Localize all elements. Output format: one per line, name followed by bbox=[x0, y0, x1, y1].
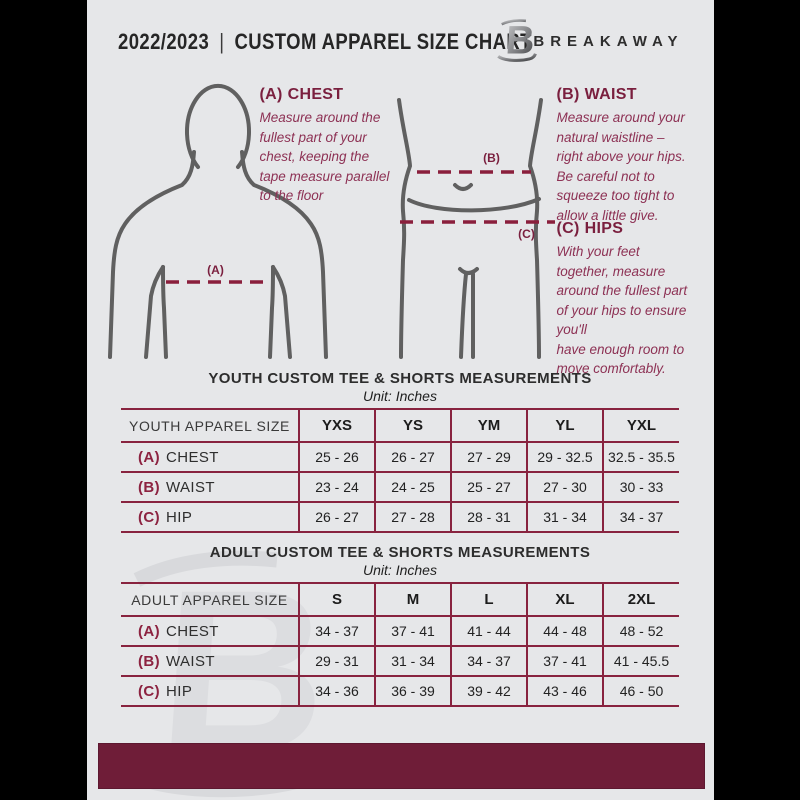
table-cell: 37 - 41 bbox=[526, 646, 603, 676]
table-cell: 43 - 46 bbox=[526, 676, 603, 706]
figure-label-waist: (B) bbox=[483, 151, 500, 165]
adult-size-table: ADULT APPAREL SIZE S M L XL 2XL (A) CHEST… bbox=[121, 582, 679, 707]
row-key: (C) bbox=[138, 508, 161, 526]
size-header: L bbox=[450, 583, 527, 616]
table-cell: 25 - 27 bbox=[450, 472, 527, 502]
title-text: CUSTOM APPAREL SIZE CHART bbox=[234, 29, 532, 54]
table-cell: 34 - 37 bbox=[602, 502, 679, 532]
row-label: WAIST bbox=[166, 652, 215, 670]
row-label: CHEST bbox=[166, 622, 219, 640]
youth-size-column-header: YOUTH APPAREL SIZE bbox=[129, 417, 290, 434]
table-cell: 41 - 45.5 bbox=[602, 646, 679, 676]
table-cell: 25 - 26 bbox=[298, 442, 375, 472]
size-header: YXS bbox=[298, 409, 375, 442]
svg-text:B: B bbox=[504, 19, 536, 63]
page-title: 2022/2023 | CUSTOM APPAREL SIZE CHART bbox=[118, 29, 532, 55]
youth-measurements-section: YOUTH CUSTOM TEE & SHORTS MEASUREMENTS U… bbox=[87, 370, 714, 533]
youth-unit-label: Unit: Inches bbox=[363, 388, 437, 404]
table-cell: 34 - 37 bbox=[298, 616, 375, 646]
table-cell: 44 - 48 bbox=[526, 616, 603, 646]
lower-body-figure bbox=[396, 98, 543, 359]
measurement-description-hips: With your feet together, measure around … bbox=[556, 244, 688, 376]
upper-body-figure bbox=[107, 83, 328, 359]
table-row-waist: (B) WAIST 23 - 24 24 - 25 25 - 27 27 - 30… bbox=[121, 472, 679, 502]
table-cell: 37 - 41 bbox=[374, 616, 451, 646]
table-cell: 26 - 27 bbox=[374, 442, 451, 472]
table-row-hip: (C) HIP 34 - 36 36 - 39 39 - 42 43 - 46 4… bbox=[121, 676, 679, 706]
adult-unit-label: Unit: Inches bbox=[363, 562, 437, 578]
table-cell: 31 - 34 bbox=[526, 502, 603, 532]
edition-text: 2022/2023 bbox=[117, 29, 209, 54]
size-header: YS bbox=[374, 409, 451, 442]
table-row-hip: (C) HIP 26 - 27 27 - 28 28 - 31 31 - 34 3… bbox=[121, 502, 679, 532]
table-cell: 27 - 28 bbox=[374, 502, 451, 532]
table-cell: 32.5 - 35.5 bbox=[602, 442, 679, 472]
table-cell: 24 - 25 bbox=[374, 472, 451, 502]
size-header: YM bbox=[450, 409, 527, 442]
table-cell: 29 - 32.5 bbox=[526, 442, 603, 472]
title-divider: | bbox=[218, 29, 224, 54]
table-cell: 31 - 34 bbox=[374, 646, 451, 676]
row-key: (C) bbox=[138, 682, 161, 700]
measurement-figures bbox=[107, 83, 555, 359]
row-label: CHEST bbox=[166, 448, 219, 466]
table-cell: 28 - 31 bbox=[450, 502, 527, 532]
table-cell: 23 - 24 bbox=[298, 472, 375, 502]
row-label: WAIST bbox=[166, 478, 215, 496]
table-cell: 34 - 36 bbox=[298, 676, 375, 706]
size-header: 2XL bbox=[602, 583, 679, 616]
size-chart-page: B 2022/2023 | CUSTOM APPAREL SIZE CHART B … bbox=[86, 0, 714, 800]
row-label: HIP bbox=[166, 682, 193, 700]
adult-size-column-header: ADULT APPAREL SIZE bbox=[131, 591, 288, 608]
table-cell: 48 - 52 bbox=[602, 616, 679, 646]
size-header: S bbox=[298, 583, 375, 616]
table-cell: 39 - 42 bbox=[450, 676, 527, 706]
size-header: M bbox=[374, 583, 451, 616]
measurement-heading-hips: (C) HIPS bbox=[556, 220, 624, 237]
row-key: (A) bbox=[138, 622, 161, 640]
table-cell: 27 - 29 bbox=[450, 442, 527, 472]
table-cell: 26 - 27 bbox=[298, 502, 375, 532]
figure-label-chest: (A) bbox=[207, 263, 224, 277]
youth-size-table: YOUTH APPAREL SIZE YXS YS YM YL YXL (A) C… bbox=[121, 408, 679, 533]
adult-section-title: ADULT CUSTOM TEE & SHORTS MEASUREMENTS bbox=[209, 544, 591, 561]
table-row-waist: (B) WAIST 29 - 31 31 - 34 34 - 37 37 - 41… bbox=[121, 646, 679, 676]
table-cell: 30 - 33 bbox=[602, 472, 679, 502]
size-header: XL bbox=[526, 583, 603, 616]
size-header: YXL bbox=[602, 409, 679, 442]
table-cell: 27 - 30 bbox=[526, 472, 603, 502]
table-cell: 46 - 50 bbox=[602, 676, 679, 706]
table-cell: 34 - 37 bbox=[450, 646, 527, 676]
table-row-chest: (A) CHEST 25 - 26 26 - 27 27 - 29 29 - 32… bbox=[121, 442, 679, 472]
measurement-description-waist: Measure around your natural waistline – … bbox=[556, 110, 686, 223]
row-key: (B) bbox=[138, 478, 161, 496]
table-row-chest: (A) CHEST 34 - 37 37 - 41 41 - 44 44 - 48… bbox=[121, 616, 679, 646]
row-key: (A) bbox=[138, 448, 161, 466]
youth-section-title: YOUTH CUSTOM TEE & SHORTS MEASUREMENTS bbox=[208, 370, 592, 387]
brand-name: BREAKAWAY bbox=[533, 33, 684, 50]
breakaway-b-logo-icon: B bbox=[496, 19, 537, 63]
measurement-heading-chest: (A) CHEST bbox=[259, 86, 344, 103]
table-cell: 36 - 39 bbox=[374, 676, 451, 706]
footer-accent-bar bbox=[97, 743, 705, 789]
row-key: (B) bbox=[138, 652, 161, 670]
figure-label-hips: (C) bbox=[518, 227, 535, 241]
adult-measurements-section: ADULT CUSTOM TEE & SHORTS MEASUREMENTS U… bbox=[87, 544, 714, 707]
table-header-row: YOUTH APPAREL SIZE YXS YS YM YL YXL bbox=[121, 409, 679, 442]
size-header: YL bbox=[526, 409, 603, 442]
row-label: HIP bbox=[166, 508, 193, 526]
table-cell: 29 - 31 bbox=[298, 646, 375, 676]
measurement-heading-waist: (B) WAIST bbox=[556, 86, 637, 103]
table-header-row: ADULT APPAREL SIZE S M L XL 2XL bbox=[121, 583, 679, 616]
table-cell: 41 - 44 bbox=[450, 616, 527, 646]
measurement-description-chest: Measure around the fullest part of your … bbox=[259, 110, 390, 203]
